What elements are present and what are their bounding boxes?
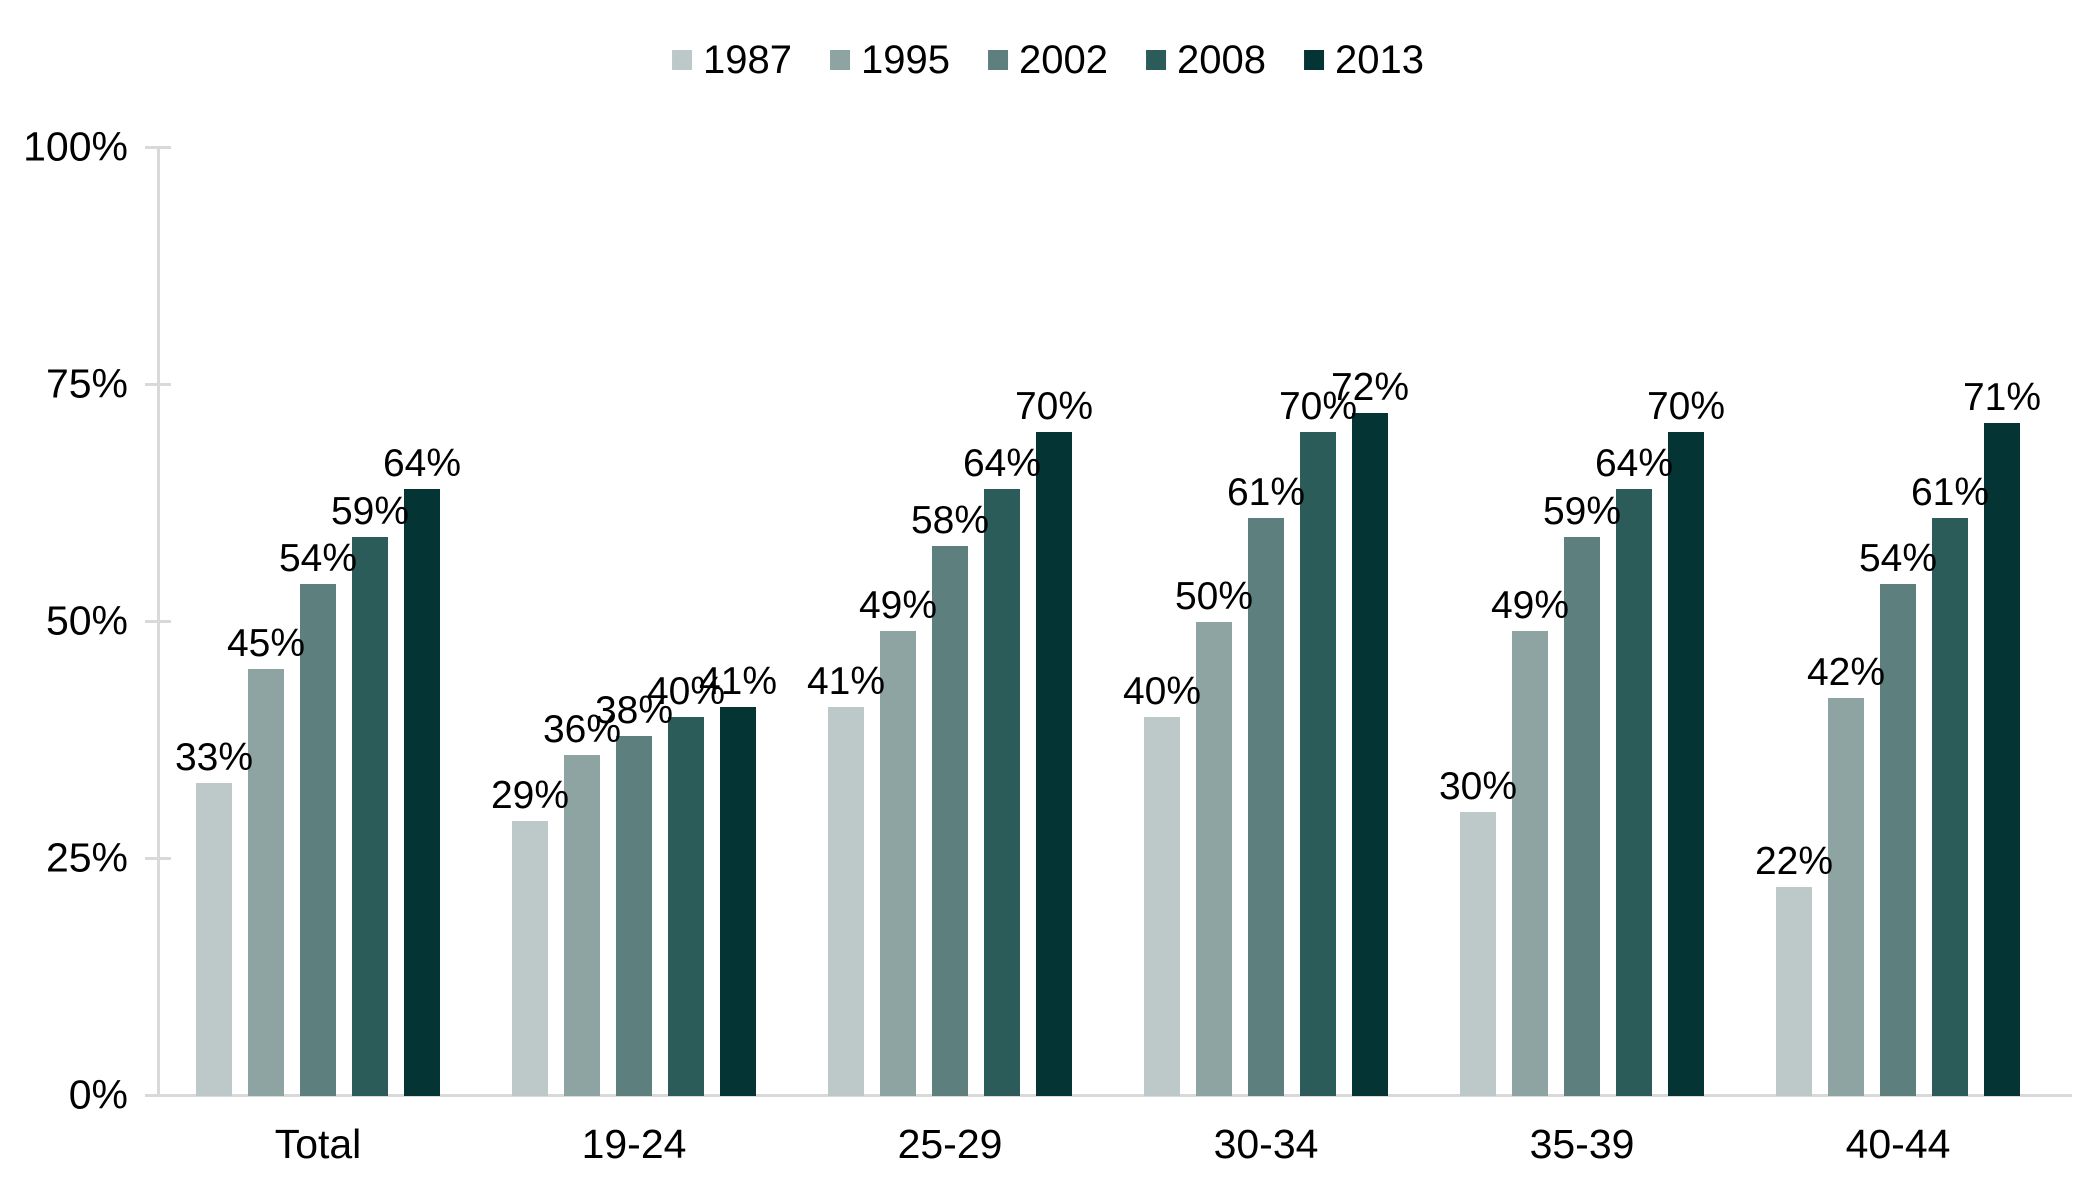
bar-2008-total — [352, 536, 388, 1096]
x-tick-label-30-34: 30-34 — [1213, 1121, 1319, 1167]
bar-value-label-2013-25-29: 70% — [1014, 385, 1094, 429]
bar-value-label-2013-total: 64% — [382, 442, 462, 486]
bar-value-label-1987-19-24: 29% — [490, 774, 570, 818]
bar-value-label-2008-30-34: 70% — [1278, 385, 1358, 429]
bar-1995-40-44 — [1828, 697, 1864, 1096]
bar-1987-19-24 — [512, 821, 548, 1096]
y-axis-tick — [145, 857, 171, 860]
legend-label: 2002 — [1019, 38, 1108, 82]
bar-value-label-1987-30-34: 40% — [1122, 669, 1202, 713]
legend-swatch-icon — [830, 50, 851, 70]
bar-1995-25-29 — [880, 631, 916, 1096]
bar-value-label-1995-30-34: 50% — [1174, 575, 1254, 618]
y-tick-label-75-: 75% — [45, 360, 128, 407]
legend-swatch-icon — [1145, 50, 1166, 70]
legend-item-1987: 1987 — [672, 40, 792, 80]
x-tick-label-40-44: 40-44 — [1845, 1121, 1951, 1167]
bar-value-label-2008-40-44: 61% — [1910, 470, 1990, 514]
bar-value-label-1987-35-39: 30% — [1438, 764, 1518, 808]
bar-value-label-2013-35-39: 70% — [1646, 385, 1726, 429]
y-axis-tick — [145, 146, 171, 149]
bar-value-label-2013-19-24: 41% — [698, 660, 778, 704]
legend-label: 2008 — [1176, 38, 1266, 82]
bar-value-label-1987-40-44: 22% — [1754, 840, 1834, 884]
bar-value-label-1995-total: 45% — [226, 622, 306, 666]
bar-1995-35-39 — [1512, 631, 1548, 1096]
bar-value-label-2002-19-24: 38% — [594, 688, 674, 732]
bar-value-label-2002-35-39: 59% — [1542, 489, 1622, 533]
legend-label: 1995 — [861, 38, 951, 82]
bar-value-label-2002-total: 54% — [278, 537, 358, 581]
bar-2008-25-29 — [984, 489, 1020, 1096]
y-tick-label-100-: 100% — [23, 123, 128, 170]
legend: 1987 1995 2002 2008 2013 — [672, 40, 1424, 80]
bar-1987-30-34 — [1144, 716, 1180, 1096]
bar-value-label-2008-35-39: 64% — [1594, 442, 1674, 486]
bar-2013-total — [404, 489, 440, 1096]
bar-1987-25-29 — [828, 707, 864, 1096]
bar-2002-40-44 — [1880, 584, 1916, 1096]
x-tick-label-25-29: 25-29 — [897, 1121, 1003, 1167]
legend-item-2002: 2002 — [988, 40, 1108, 80]
legend-item-2013: 2013 — [1303, 38, 1424, 82]
bar-value-label-2013-30-34: 72% — [1330, 366, 1410, 410]
bar-value-label-2013-40-44: 71% — [1962, 375, 2042, 419]
legend-item-1995: 1995 — [830, 40, 950, 80]
bar-2008-30-34 — [1300, 432, 1336, 1096]
bar-2008-35-39 — [1616, 489, 1652, 1096]
x-tick-label-35-39: 35-39 — [1529, 1121, 1635, 1167]
bar-1987-40-44 — [1776, 887, 1812, 1096]
bar-2002-total — [300, 584, 336, 1096]
bar-value-label-1995-19-24: 36% — [542, 707, 622, 751]
bar-2002-25-29 — [932, 546, 968, 1096]
bar-value-label-1995-25-29: 49% — [858, 584, 938, 628]
bar-value-label-2002-30-34: 61% — [1226, 470, 1306, 514]
bar-2013-30-34 — [1352, 413, 1388, 1096]
bar-value-label-1995-35-39: 49% — [1490, 584, 1570, 628]
bar-value-label-2008-19-24: 40% — [646, 669, 726, 713]
legend-item-2008: 2008 — [1145, 38, 1266, 82]
bar-2013-25-29 — [1036, 432, 1072, 1096]
legend-swatch-icon — [672, 50, 693, 70]
bar-value-label-2002-25-29: 58% — [910, 499, 990, 543]
bar-1995-19-24 — [564, 754, 600, 1096]
bar-value-label-2008-total: 59% — [330, 489, 410, 533]
bar-1995-30-34 — [1196, 622, 1232, 1096]
x-axis-line — [145, 1094, 2072, 1097]
bar-2002-30-34 — [1248, 517, 1284, 1096]
bar-2008-40-44 — [1932, 517, 1968, 1096]
y-axis-tick — [145, 383, 171, 386]
bar-value-label-1995-40-44: 42% — [1806, 650, 1886, 694]
x-tick-label-19-24: 19-24 — [581, 1121, 687, 1167]
legend-swatch-icon — [1303, 50, 1324, 70]
bar-1987-35-39 — [1460, 811, 1496, 1096]
bar-2013-19-24 — [720, 707, 756, 1096]
bar-2002-35-39 — [1564, 536, 1600, 1096]
bar-value-label-2002-40-44: 54% — [1858, 537, 1938, 581]
y-axis-tick — [145, 620, 171, 623]
legend-label: 2013 — [1334, 38, 1424, 82]
y-tick-label-0-: 0% — [68, 1071, 128, 1118]
x-tick-label-total: Total — [274, 1121, 362, 1167]
bar-2013-35-39 — [1668, 432, 1704, 1096]
bar-2008-19-24 — [668, 716, 704, 1096]
legend-label: 1987 — [703, 38, 793, 82]
bar-value-label-1987-25-29: 41% — [806, 660, 886, 704]
bar-2013-40-44 — [1984, 422, 2020, 1096]
bar-1987-total — [196, 783, 232, 1096]
bar-value-label-1987-total: 33% — [174, 736, 254, 780]
bar-1995-total — [248, 669, 284, 1096]
bar-2002-19-24 — [616, 735, 652, 1096]
y-tick-label-25-: 25% — [45, 834, 128, 881]
legend-swatch-icon — [988, 50, 1009, 70]
y-tick-label-50-: 50% — [45, 597, 128, 644]
bar-value-label-2008-25-29: 64% — [962, 442, 1042, 486]
